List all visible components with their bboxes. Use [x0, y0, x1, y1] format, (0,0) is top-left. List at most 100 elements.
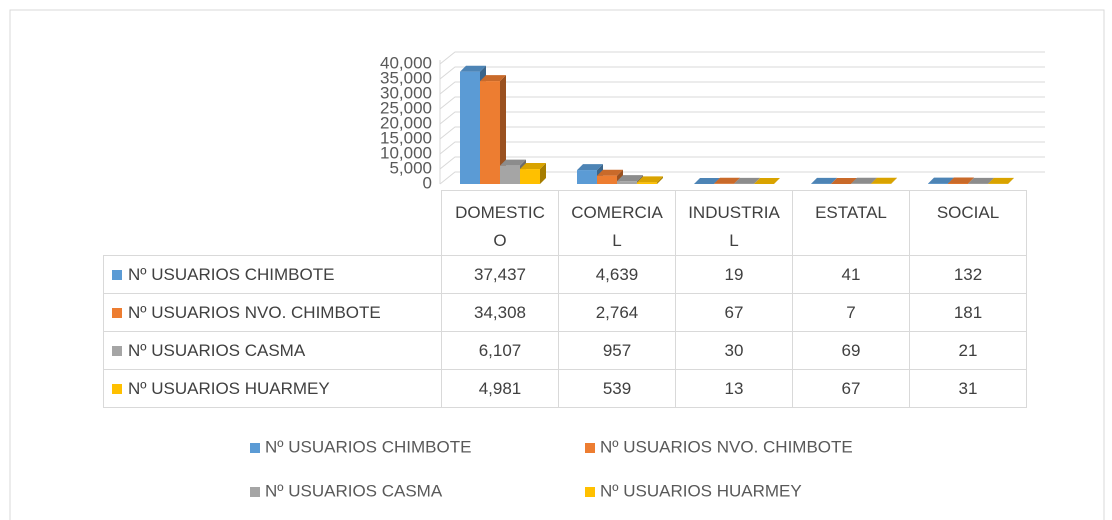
bar-top	[577, 164, 603, 171]
chart-border	[9, 9, 1105, 520]
legend-swatch	[585, 487, 595, 497]
series-cell: Nº USUARIOS HUARMEY	[103, 369, 442, 408]
category-cell: DOMESTICO	[441, 190, 559, 256]
table-value: 13	[675, 369, 793, 408]
bar-top	[520, 163, 546, 170]
table-value: 4,981	[441, 369, 559, 408]
table-value: 7	[792, 293, 910, 332]
category-label: ESTATAL	[815, 203, 887, 222]
table-row: Nº USUARIOS CHIMBOTE 37,437 4,639 19 41 132	[103, 255, 1027, 294]
category-cell: SOCIAL	[909, 190, 1027, 256]
y-tick-label: 30,000	[380, 83, 432, 102]
series-cell: Nº USUARIOS CHIMBOTE	[103, 255, 442, 294]
table-value: 2,764	[558, 293, 676, 332]
bar-side	[831, 177, 837, 184]
bar-front	[577, 170, 597, 184]
table-value: 19	[675, 255, 793, 294]
grid-line	[439, 126, 1045, 140]
bar	[988, 177, 1014, 184]
bar-side	[774, 177, 780, 184]
category-cell: COMERCIAL	[558, 190, 676, 256]
bar	[480, 75, 506, 184]
bar-top	[968, 177, 994, 184]
bar-top	[597, 169, 623, 176]
bar	[811, 177, 837, 184]
series-name: Nº USUARIOS NVO. CHIMBOTE	[128, 302, 381, 322]
bar-front	[948, 183, 968, 184]
table-corner	[104, 191, 442, 256]
table-value: 539	[558, 369, 676, 408]
table-row: Nº USUARIOS HUARMEY 4,981 539 13 67 31	[103, 369, 1027, 408]
series-cell: Nº USUARIOS NVO. CHIMBOTE	[103, 293, 442, 332]
bar-side	[657, 176, 663, 184]
bar-top	[811, 177, 837, 184]
table-value: 30	[675, 331, 793, 370]
y-tick-label: 40,000	[380, 53, 432, 72]
table-value: 6,107	[441, 331, 559, 370]
grid-line	[439, 156, 1045, 170]
bar-top	[480, 75, 506, 82]
series-name: Nº USUARIOS HUARMEY	[128, 378, 330, 398]
table-value: 21	[909, 331, 1027, 370]
bar-front	[597, 175, 617, 184]
table-value: 41	[792, 255, 910, 294]
table-value: 69	[792, 331, 910, 370]
bar	[871, 177, 897, 184]
bar-top	[500, 159, 526, 166]
grid-line	[439, 96, 1045, 110]
bar	[520, 163, 546, 184]
bar-top	[460, 65, 486, 72]
bar-top	[871, 177, 897, 184]
category-cell: ESTATAL	[792, 190, 910, 256]
bar-top	[694, 177, 720, 184]
grid-line	[439, 111, 1045, 125]
grid-line	[439, 81, 1045, 95]
legend-key	[112, 269, 122, 280]
series-cell: Nº USUARIOS CASMA	[103, 331, 442, 370]
table-value: 67	[675, 293, 793, 332]
table-value: 181	[909, 293, 1027, 332]
y-tick-label: 15,000	[380, 128, 432, 147]
bar-front	[480, 81, 500, 184]
bar-side	[1008, 177, 1014, 184]
table-value: 37,437	[441, 255, 559, 294]
table-header-row: DOMESTICO COMERCIAL INDUSTRIAL ESTATAL SOCIA…	[104, 190, 1027, 256]
bar-top	[754, 177, 780, 184]
bar-top	[714, 177, 740, 184]
data-table: DOMESTICO COMERCIAL INDUSTRIAL ESTATAL SOCIA…	[103, 190, 1027, 408]
bar-front	[637, 182, 657, 184]
grid-line	[439, 141, 1045, 155]
grid-line	[439, 66, 1045, 80]
bar-front	[617, 181, 637, 184]
table-value: 34,308	[441, 293, 559, 332]
legend-key	[112, 345, 122, 356]
y-tick-label: 20,000	[380, 113, 432, 132]
series-name: Nº USUARIOS CHIMBOTE	[128, 264, 335, 284]
bar-front	[460, 71, 480, 184]
bar-front	[500, 165, 520, 184]
legend-key	[112, 307, 122, 318]
table-value: 957	[558, 331, 676, 370]
series-name: Nº USUARIOS CASMA	[128, 340, 306, 360]
bar-top	[948, 177, 974, 184]
bar-top	[617, 175, 643, 182]
bar	[637, 176, 663, 184]
legend-key	[112, 383, 122, 394]
category-label: INDUSTRIAL	[688, 203, 780, 250]
bar-side	[540, 163, 546, 184]
legend-label: Nº USUARIOS HUARMEY	[600, 481, 802, 500]
grid-line	[439, 171, 1045, 185]
category-label: SOCIAL	[936, 203, 1000, 222]
table-row: Nº USUARIOS NVO. CHIMBOTE 34,308 2,764 67 7 1…	[103, 293, 1027, 332]
table-value: 67	[792, 369, 910, 408]
category-label: DOMESTICO	[455, 203, 545, 250]
bar-top	[734, 177, 760, 184]
bar-side	[891, 177, 897, 184]
bar	[948, 177, 974, 184]
table-value: 31	[909, 369, 1027, 408]
legend-swatch	[585, 443, 595, 453]
bar-top	[831, 177, 857, 184]
table-value: 4,639	[558, 255, 676, 294]
